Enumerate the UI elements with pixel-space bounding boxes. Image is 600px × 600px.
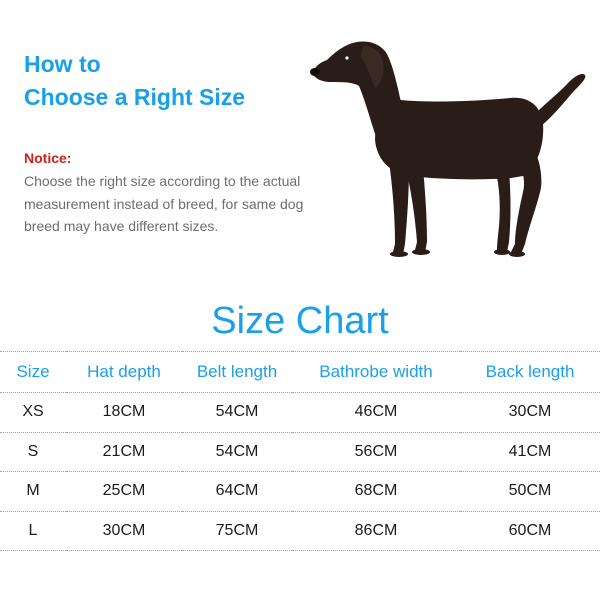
column-header: Size (16, 362, 50, 381)
heading-line-2: Choose a Right Size (24, 84, 246, 110)
table-row: M 25CM 64CM 68CM 50CM (0, 471, 600, 512)
belt-length-cell: 54CM (215, 403, 259, 421)
hat-depth-cell: 30CM (102, 521, 146, 539)
size-chart-table: Size Hat depth Belt length Bathrobe widt… (0, 351, 600, 551)
belt-length-cell: 75CM (215, 521, 259, 539)
size-cell: S (27, 442, 39, 460)
bathrobe-width-cell: 86CM (354, 521, 398, 539)
table-row: S 21CM 54CM 56CM 41CM (0, 432, 600, 472)
size-chart-title: Size Chart (211, 300, 389, 342)
table-row: L 30CM 75CM 86CM 60CM (0, 511, 600, 551)
size-cell: M (26, 482, 40, 500)
dog-silhouette-icon (310, 41, 586, 257)
heading-line-1: How to (24, 51, 101, 77)
page-heading: How to Choose a Right Size (24, 48, 245, 114)
back-length-cell: 30CM (508, 403, 552, 421)
back-length-cell: 60CM (508, 521, 552, 539)
bathrobe-width-cell: 68CM (354, 482, 398, 500)
size-cell: L (28, 521, 38, 539)
column-header: Bathrobe width (319, 362, 433, 381)
back-length-cell: 41CM (508, 442, 552, 460)
notice-title: Notice: (24, 150, 72, 166)
table-header-row: Size Hat depth Belt length Bathrobe widt… (0, 351, 600, 393)
hat-depth-cell: 25CM (102, 482, 146, 500)
table-row: XS 18CM 54CM 46CM 30CM (0, 392, 600, 433)
column-header: Hat depth (87, 362, 161, 381)
notice-body: Choose the right size according to the a… (24, 173, 304, 234)
belt-length-cell: 54CM (215, 442, 259, 460)
bathrobe-width-cell: 46CM (354, 403, 398, 421)
column-header: Belt length (196, 362, 278, 381)
belt-length-cell: 64CM (215, 482, 259, 500)
size-cell: XS (22, 403, 44, 421)
hat-depth-cell: 18CM (102, 403, 146, 421)
column-header: Back length (485, 362, 575, 381)
back-length-cell: 50CM (508, 482, 552, 500)
hat-depth-cell: 21CM (102, 442, 146, 460)
bathrobe-width-cell: 56CM (354, 442, 398, 460)
